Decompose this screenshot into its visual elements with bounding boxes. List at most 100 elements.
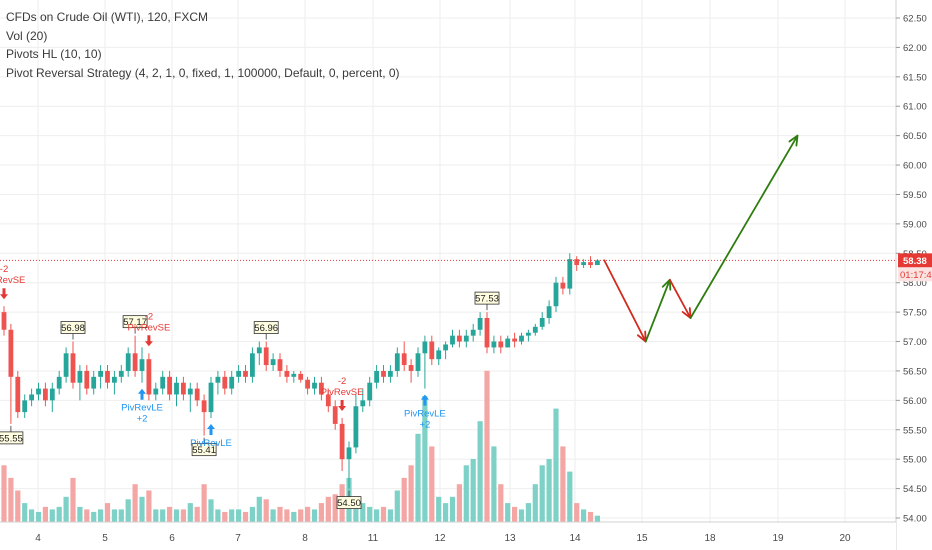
volume-bar (532, 484, 538, 522)
candle-body (98, 370, 103, 377)
candle-body (477, 318, 483, 330)
time-axis[interactable]: 4 5 6 7 8 11 12 13 14 15 18 19 20 (0, 521, 896, 550)
projection-segment (668, 278, 692, 319)
candle-body (367, 382, 373, 401)
candle-body (105, 370, 110, 383)
volume-bar (463, 465, 469, 522)
volume-bar (201, 484, 207, 522)
volume-indicator-label[interactable]: Vol (20) (6, 28, 48, 43)
candle-body (56, 376, 62, 389)
candle-body (505, 338, 511, 348)
candle-body (291, 373, 297, 377)
time-axis-label: 5 (102, 533, 108, 544)
volume-bar (208, 499, 214, 522)
time-axis-label: 13 (504, 533, 516, 544)
candle-body (470, 329, 476, 336)
price-axis-label: 61.00 (903, 102, 927, 113)
candle-body (77, 370, 83, 383)
candle-body (118, 370, 124, 377)
candle-body (49, 388, 55, 401)
arrow-up-icon (207, 424, 215, 435)
price-axis-label: 54.00 (903, 514, 927, 525)
volume-bar (236, 509, 242, 522)
signal-label: PivRevLE (121, 403, 163, 414)
candle-body (450, 335, 455, 345)
projection-arrowhead (788, 134, 799, 147)
volume-bar (374, 509, 380, 522)
time-axis-label: 14 (569, 533, 581, 544)
candle-body (312, 382, 317, 389)
volume-bar (49, 509, 55, 522)
candle-body (215, 376, 221, 383)
signal-label: PivRevSE (0, 275, 25, 286)
candle-body (174, 382, 179, 395)
candle-body (1, 312, 7, 330)
volume-bar (505, 503, 511, 522)
candle-body (263, 347, 269, 366)
candle-body (463, 335, 469, 342)
signal-label: PivRevSE (321, 387, 364, 398)
volume-bar (91, 511, 97, 522)
pivots-indicator-label[interactable]: Pivots HL (10, 10) (6, 47, 102, 61)
candlesticks (1, 253, 600, 489)
candle-body (125, 353, 131, 371)
price-axis-label: 57.00 (903, 337, 927, 348)
candle-body (22, 400, 28, 413)
pivot-label-box (0, 431, 24, 445)
candle-body (160, 376, 166, 389)
time-axis-label: 6 (169, 533, 175, 544)
volume-bar (215, 509, 221, 522)
candle-body (484, 318, 490, 348)
volume-bar (436, 496, 442, 522)
pivot-label-value: 57.53 (475, 294, 499, 305)
candle-body (401, 353, 407, 366)
candle-body (346, 447, 352, 460)
price-axis-label: 55.50 (903, 425, 927, 436)
price-axis-label: 56.00 (903, 396, 927, 407)
volume-bar (242, 511, 249, 522)
volume-bar (546, 459, 552, 522)
candle-body (91, 376, 97, 389)
volume-bar (470, 459, 476, 522)
candle-body (298, 373, 304, 380)
time-axis-label: 4 (35, 533, 41, 544)
pivot-label-box (336, 496, 362, 509)
pivot-label-box (60, 321, 86, 334)
candle-body (284, 370, 290, 377)
volume-bar (132, 484, 138, 522)
volume-bar (284, 509, 290, 522)
candle-body (222, 376, 228, 389)
candle-body (153, 388, 159, 395)
candle-body (553, 282, 559, 307)
volume-bar (167, 506, 173, 522)
volume-bar (15, 490, 21, 522)
volume-bar (187, 503, 193, 522)
pivot-label-value: 55.41 (192, 445, 216, 456)
volume-bar (443, 503, 449, 522)
signal-qty: +2 (419, 420, 430, 431)
arrow-down-icon (144, 335, 153, 347)
candle-body (187, 388, 193, 395)
signal-qty: +2 (137, 414, 148, 425)
strategy-label[interactable]: Pivot Reversal Strategy (4, 2, 1, 0, fix… (6, 65, 400, 80)
volume-bar (29, 509, 35, 522)
price-axis-label: 60.50 (903, 131, 927, 142)
price-axis-label: 55.00 (903, 455, 927, 466)
volume-bar (249, 506, 255, 522)
time-axis-label: 15 (636, 533, 648, 544)
price-axis[interactable]: 62.50 62.00 61.50 61.00 60.50 60.00 59.50 59.00… (895, 0, 932, 550)
candle-body (229, 376, 235, 389)
candle-body (429, 341, 435, 360)
candle-body (519, 335, 524, 342)
volume-bar (594, 515, 600, 522)
symbol-title[interactable]: CFDs on Crude Oil (WTI), 120, FXCM (6, 10, 209, 24)
volume-bar (22, 503, 28, 522)
time-axis-label: 11 (368, 533, 379, 544)
volume-bar (63, 496, 69, 522)
volume-bar (291, 511, 297, 522)
signal-label: PivRevSE (128, 322, 171, 333)
pivot-label-value: 57.17 (123, 317, 147, 328)
